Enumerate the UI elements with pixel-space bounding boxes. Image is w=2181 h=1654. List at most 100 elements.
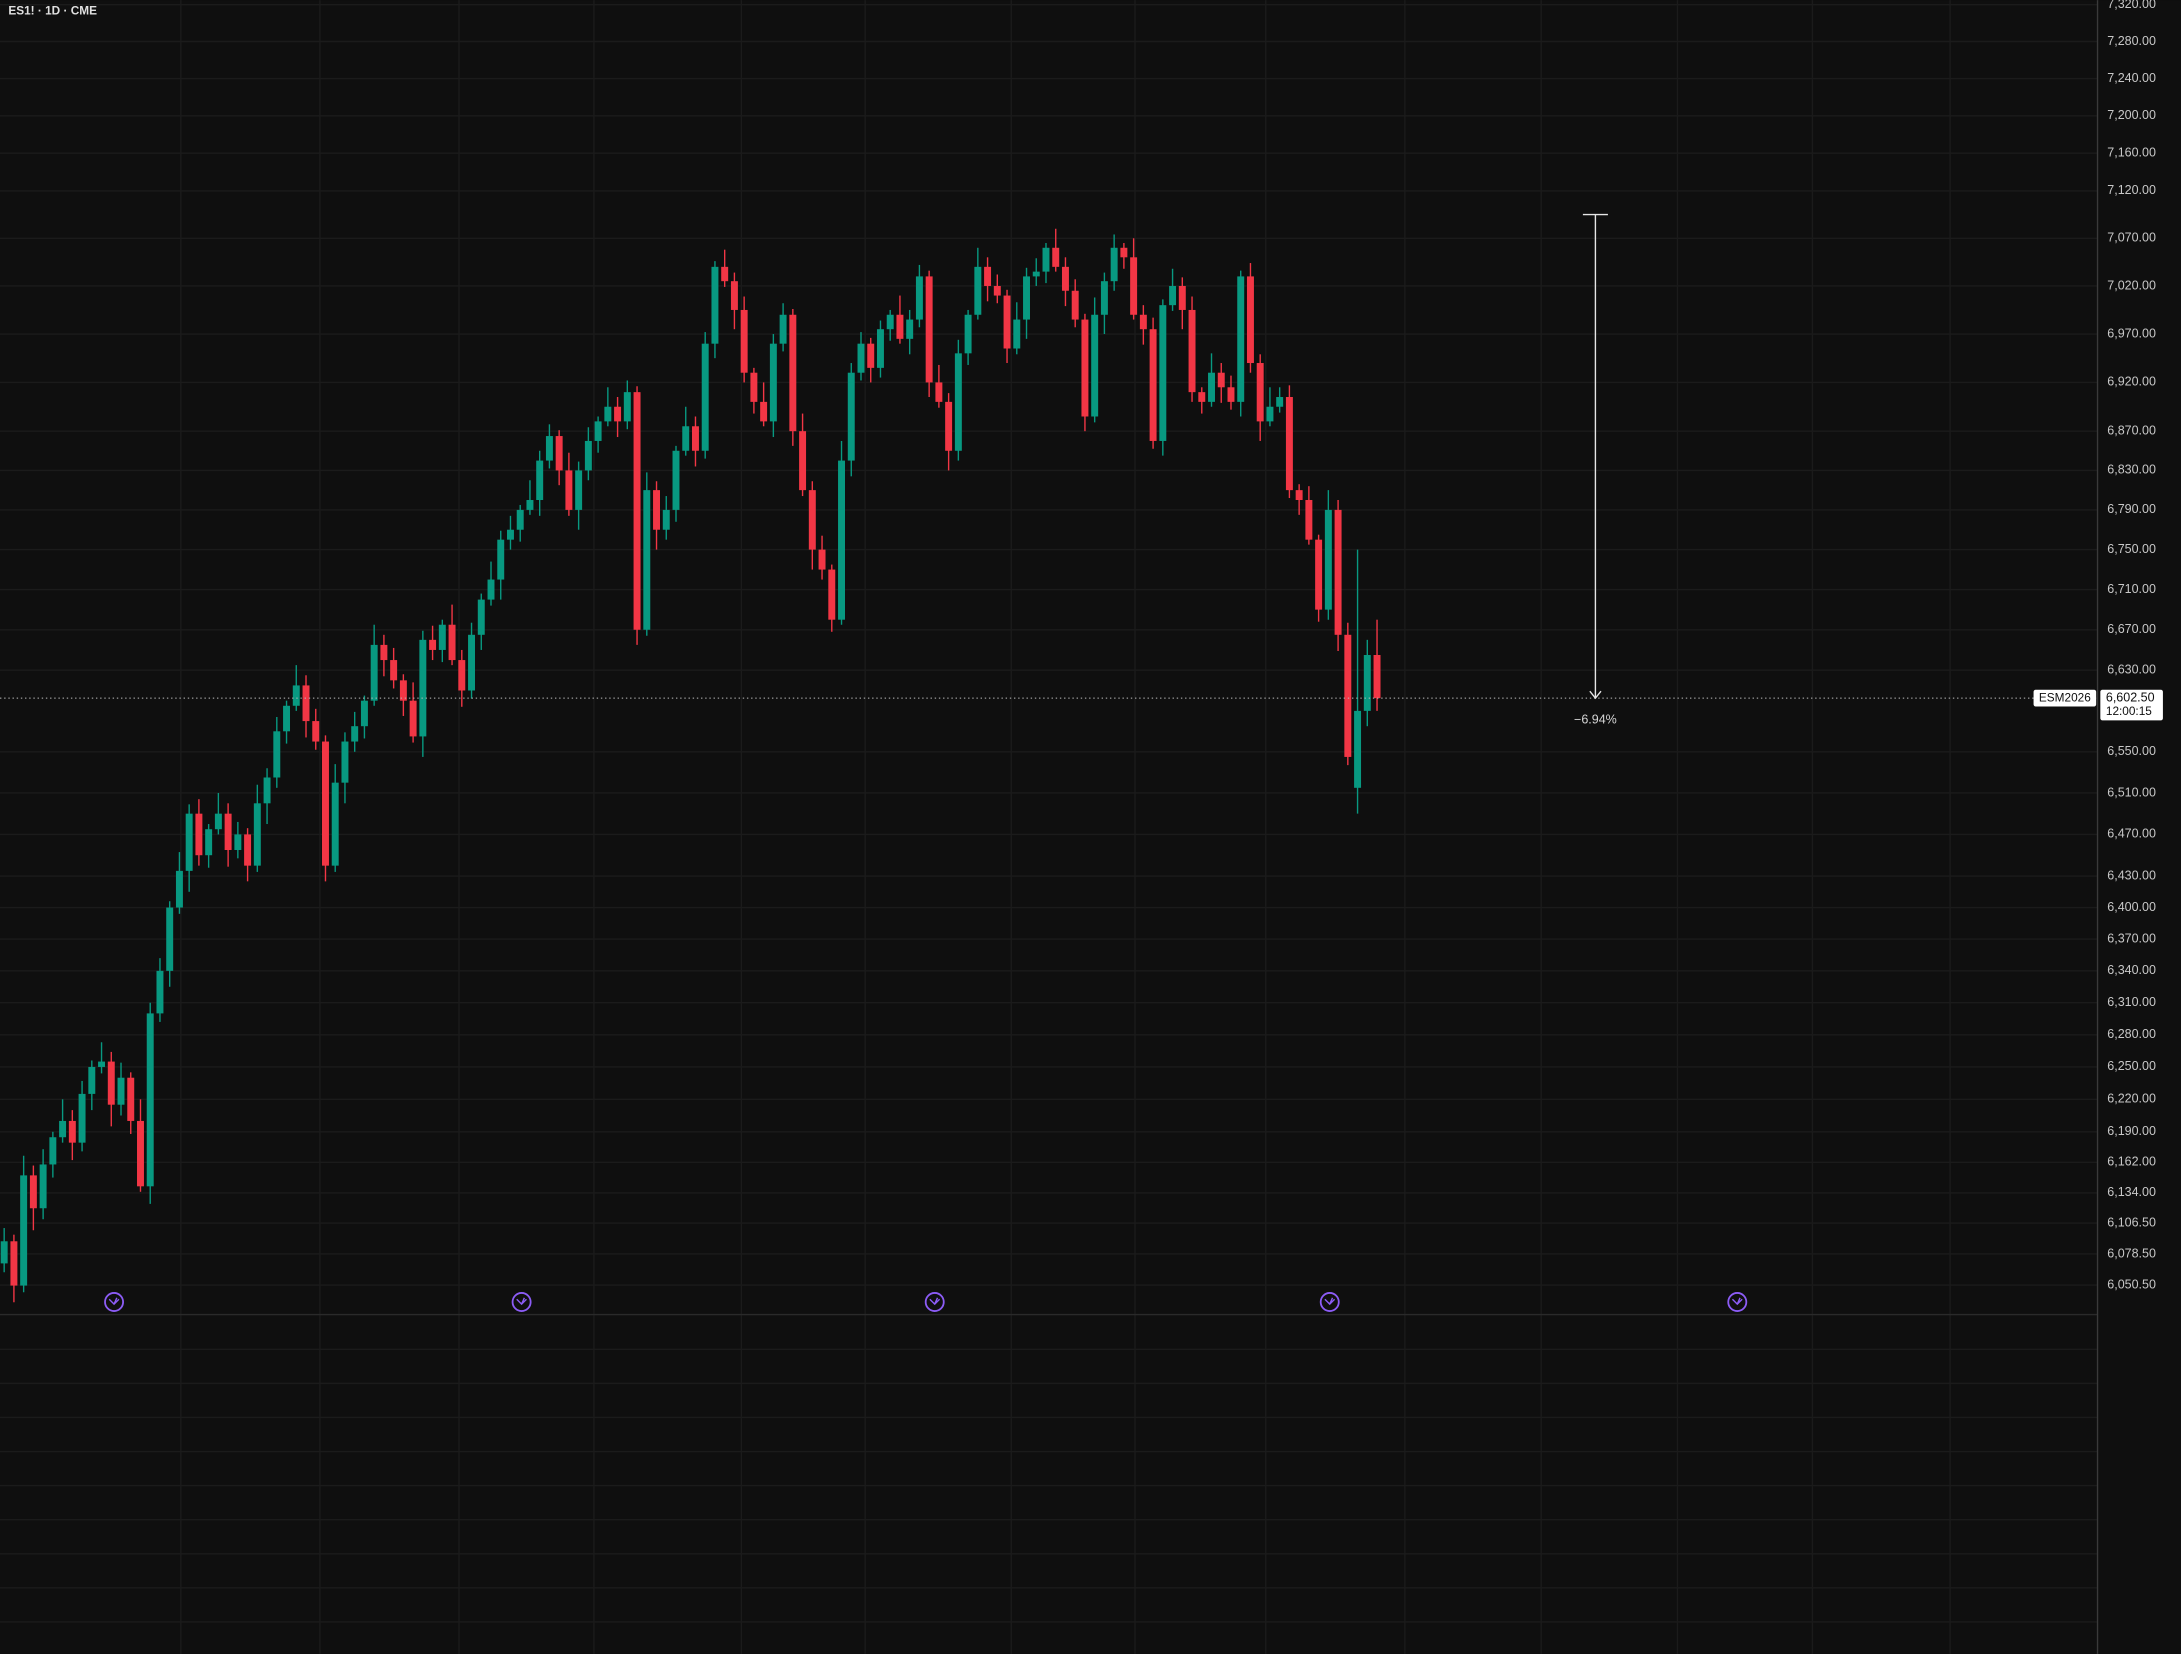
candle-body bbox=[925, 276, 933, 383]
candle-body bbox=[1198, 392, 1206, 402]
y-tick-label: 7,120.00 bbox=[2107, 183, 2156, 197]
candle-body bbox=[68, 1120, 76, 1143]
candle-body bbox=[1110, 247, 1118, 282]
candle-body bbox=[974, 266, 982, 315]
grid bbox=[0, 0, 2098, 1654]
candle-body bbox=[721, 266, 729, 282]
candle-body bbox=[867, 343, 875, 368]
candle-body bbox=[1266, 406, 1274, 422]
event-icon bbox=[104, 1292, 125, 1312]
measure-arrow bbox=[1589, 690, 1602, 700]
candle-body bbox=[1373, 655, 1381, 699]
candle-body bbox=[360, 700, 368, 727]
candle-body bbox=[906, 319, 914, 339]
y-tick-label: 6,220.00 bbox=[2107, 1092, 2156, 1106]
candle-body bbox=[205, 829, 213, 856]
candle-body bbox=[273, 731, 281, 778]
candle-body bbox=[292, 685, 300, 706]
candle-body bbox=[1139, 314, 1147, 330]
candle-body bbox=[1334, 509, 1342, 635]
y-tick-label: 6,310.00 bbox=[2107, 995, 2156, 1009]
candle-body bbox=[10, 1241, 18, 1286]
candle-body bbox=[1315, 539, 1323, 610]
candle-body bbox=[0, 1241, 8, 1264]
candle-body bbox=[555, 436, 563, 471]
price-label: 6,602.50 bbox=[2106, 690, 2155, 704]
candle-body bbox=[1188, 309, 1196, 393]
candle-body bbox=[497, 539, 505, 580]
candle-body bbox=[526, 500, 534, 510]
candle-body bbox=[49, 1137, 57, 1165]
candle-body bbox=[633, 392, 641, 630]
candle-body bbox=[896, 314, 904, 339]
y-tick-label: 6,870.00 bbox=[2107, 423, 2156, 437]
candle-body bbox=[1363, 655, 1371, 711]
candle-body bbox=[477, 599, 485, 635]
candle-body bbox=[565, 470, 573, 510]
symbol-tag-box bbox=[2033, 689, 2097, 707]
candle-body bbox=[623, 392, 631, 422]
candle-body bbox=[175, 870, 183, 908]
symbol-tag: ESM2026 bbox=[2039, 690, 2091, 704]
candle-body bbox=[146, 1013, 154, 1187]
event-icon-arrow bbox=[516, 1297, 527, 1306]
candle-body bbox=[137, 1120, 144, 1187]
candle-body bbox=[1061, 266, 1069, 291]
candle-body bbox=[487, 579, 495, 600]
candle-body bbox=[1208, 372, 1215, 402]
y-tick-label: 7,200.00 bbox=[2107, 108, 2156, 122]
chart-title: ES1! · 1D · CME bbox=[8, 3, 97, 17]
candle-body bbox=[1305, 500, 1313, 540]
y-tick-label: 6,830.00 bbox=[2107, 463, 2156, 477]
candle-body bbox=[331, 782, 339, 866]
candle-body bbox=[1217, 372, 1225, 388]
event-icon-arrow bbox=[108, 1297, 120, 1306]
y-tick-label: 6,134.00 bbox=[2107, 1185, 2156, 1199]
candle-body bbox=[740, 309, 748, 373]
y-tick-label: 7,320.00 bbox=[2107, 0, 2156, 11]
candle-body bbox=[614, 406, 622, 422]
y-tick-label: 6,710.00 bbox=[2107, 582, 2156, 596]
candle-body bbox=[468, 634, 476, 691]
candle-body bbox=[575, 470, 583, 510]
candle-body bbox=[1130, 257, 1138, 315]
candle-body bbox=[662, 509, 670, 530]
candle-body bbox=[1276, 397, 1284, 407]
candle-body bbox=[29, 1175, 37, 1209]
candle-body bbox=[1324, 509, 1332, 610]
y-tick-label: 6,340.00 bbox=[2107, 963, 2156, 977]
candle-body bbox=[886, 314, 894, 330]
candle-body bbox=[156, 970, 164, 1014]
candle-body bbox=[604, 406, 612, 422]
y-tick-label: 7,160.00 bbox=[2107, 146, 2156, 160]
candle-body bbox=[429, 639, 437, 650]
candle-body bbox=[818, 549, 826, 570]
candle-body bbox=[1081, 319, 1089, 417]
y-tick-label: 7,240.00 bbox=[2107, 71, 2156, 85]
candle-body bbox=[730, 281, 738, 310]
y-tick-label: 6,470.00 bbox=[2107, 827, 2156, 841]
event-icon bbox=[511, 1292, 532, 1312]
candle-body bbox=[1159, 305, 1167, 441]
candle-body bbox=[380, 644, 388, 661]
candle-body bbox=[185, 813, 193, 871]
candle-body bbox=[1285, 397, 1293, 491]
event-icon-arrow bbox=[929, 1297, 941, 1306]
y-tick-label: 6,790.00 bbox=[2107, 502, 2156, 516]
candle-body bbox=[88, 1066, 96, 1094]
candle-body bbox=[1052, 247, 1060, 267]
candles bbox=[0, 228, 1381, 1303]
candle-body bbox=[1091, 314, 1099, 417]
y-tick-label: 6,670.00 bbox=[2107, 622, 2156, 636]
y-tick-label: 6,162.00 bbox=[2107, 1155, 2156, 1169]
candle-body bbox=[993, 285, 1001, 296]
candle-body bbox=[701, 343, 709, 451]
candle-body bbox=[954, 353, 962, 451]
event-icon-arrow bbox=[1324, 1297, 1336, 1306]
y-tick-label: 6,190.00 bbox=[2107, 1124, 2156, 1138]
candle-body bbox=[370, 644, 378, 701]
y-tick-label: 7,020.00 bbox=[2107, 278, 2156, 292]
candle-body bbox=[458, 660, 466, 691]
candle-body bbox=[107, 1061, 115, 1105]
event-icon bbox=[1319, 1292, 1340, 1312]
